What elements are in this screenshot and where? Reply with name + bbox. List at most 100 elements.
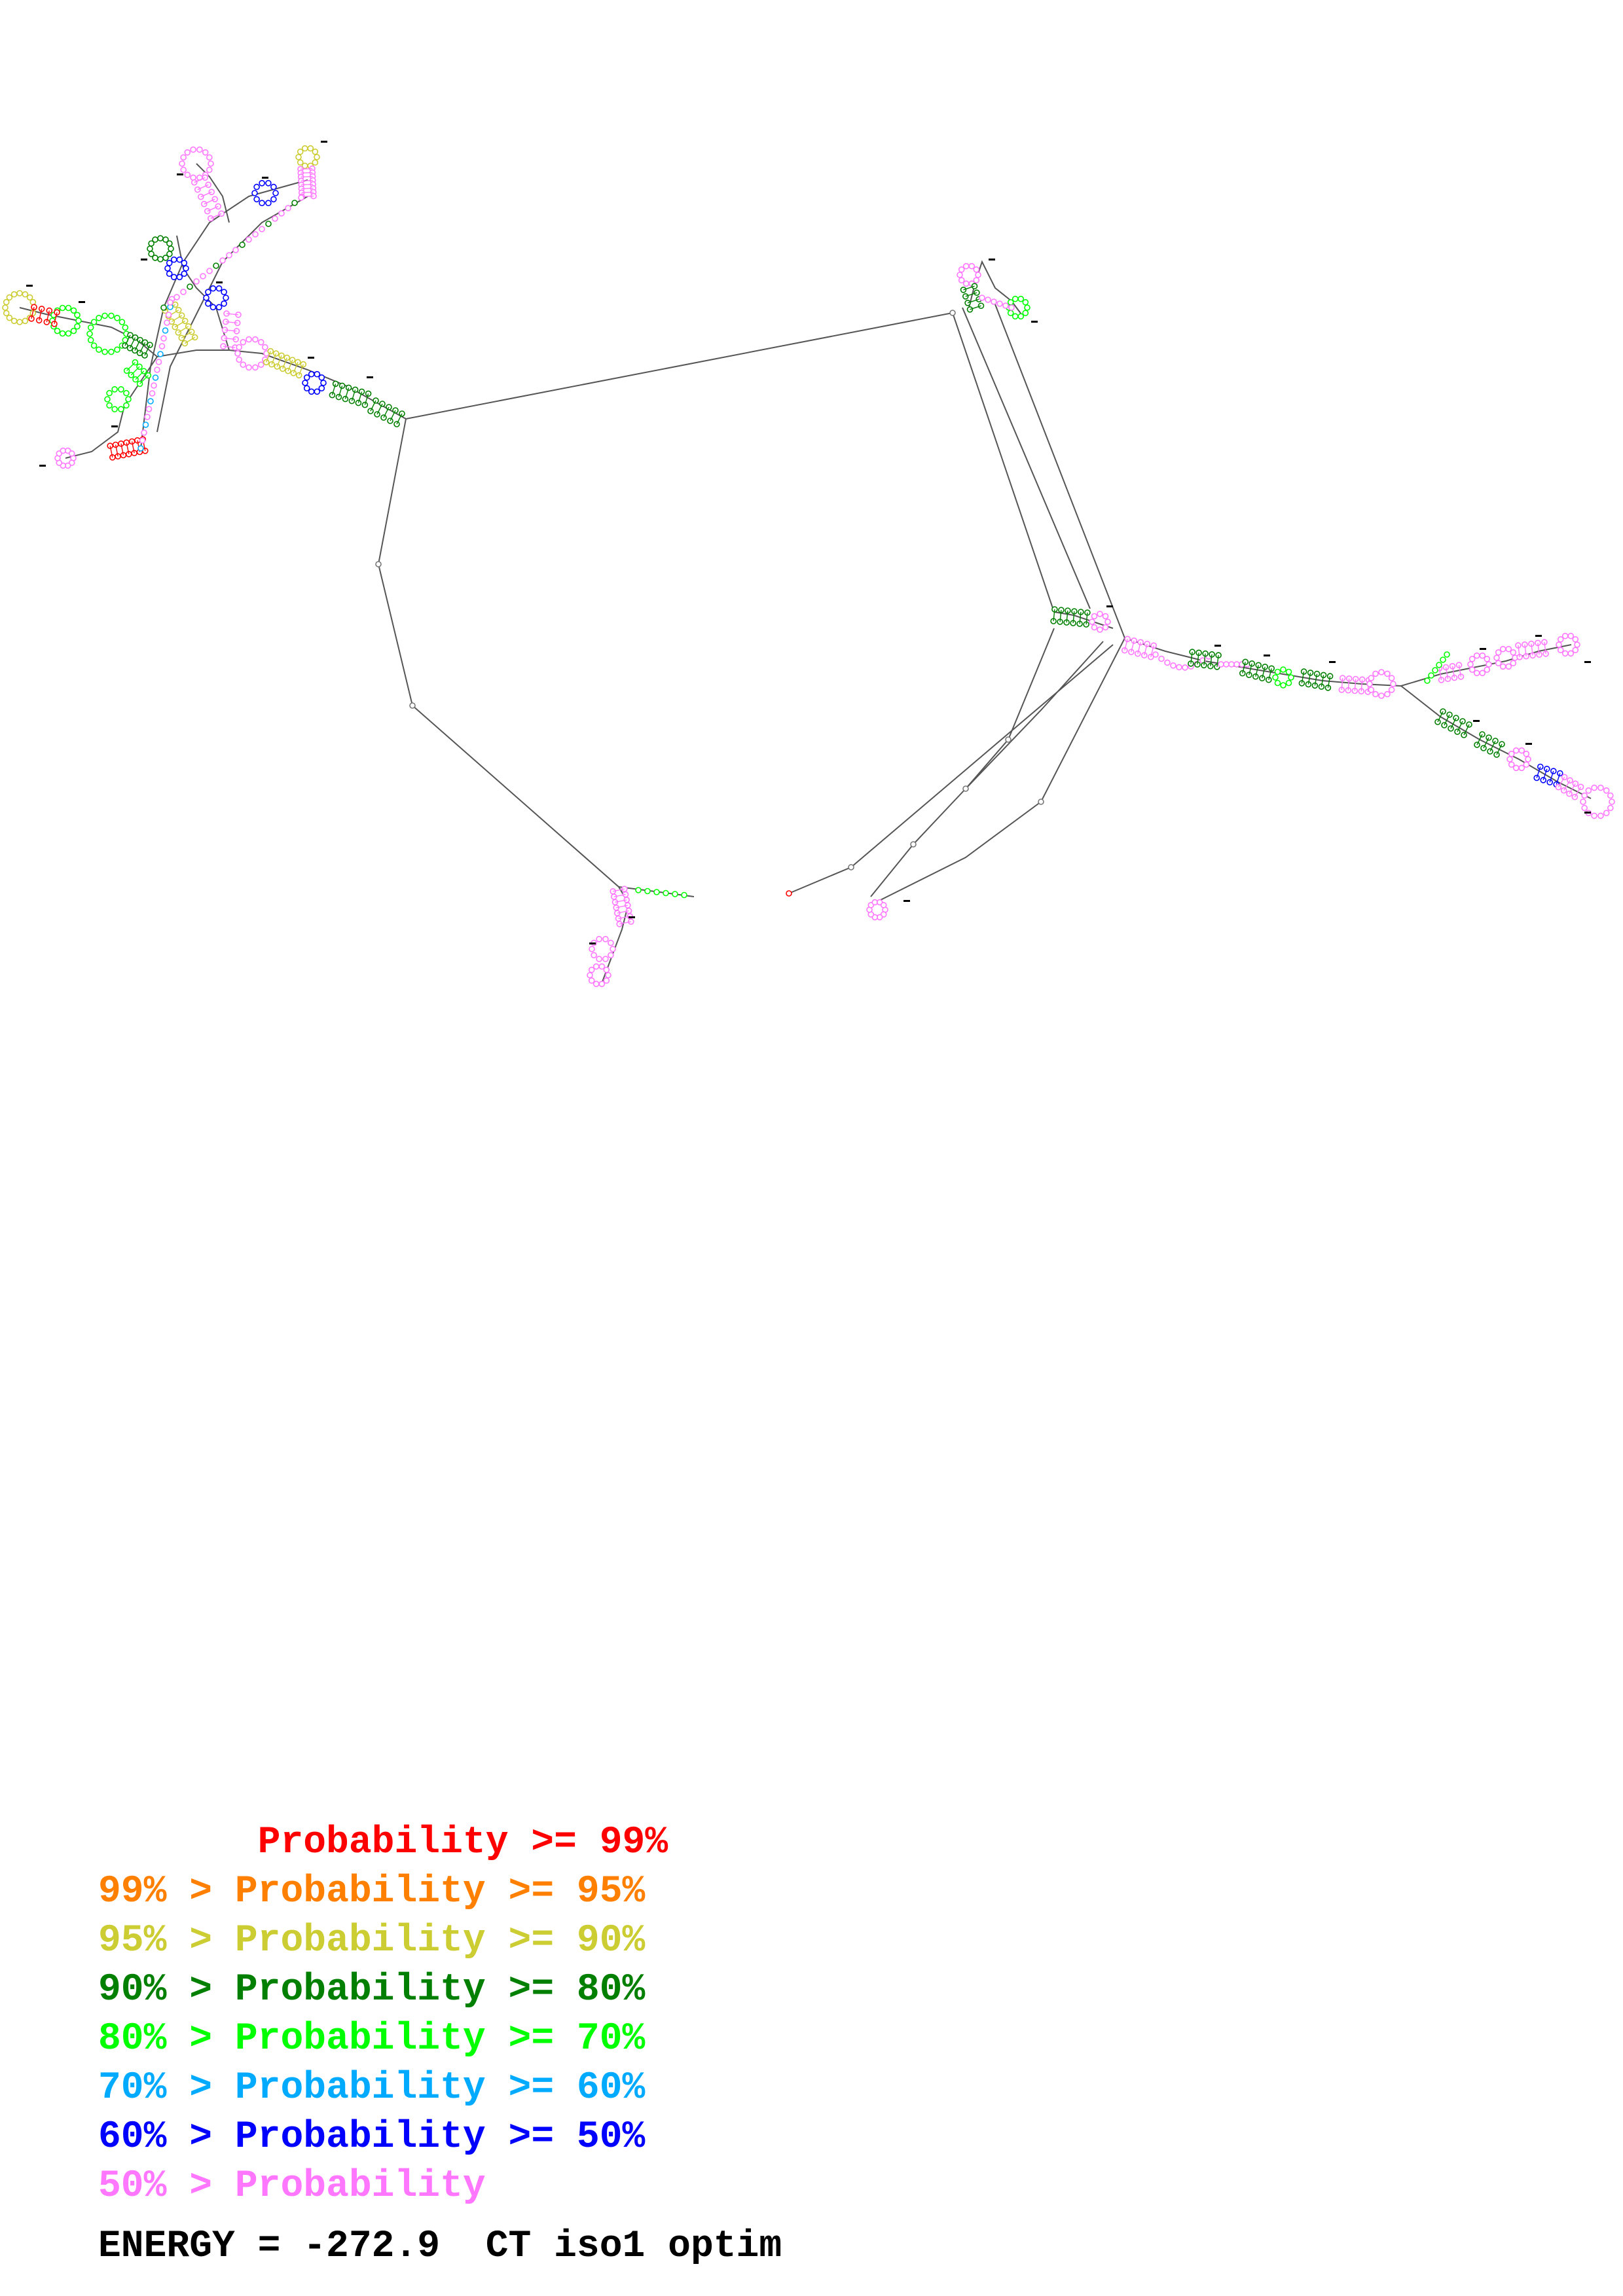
nucleotide-node: [1223, 661, 1230, 668]
base-pair: [144, 344, 151, 356]
nucleotide-node: [1102, 624, 1109, 631]
position-tick: [1214, 645, 1221, 647]
nucleotide-node: [3, 298, 10, 306]
nucleotide-node: [137, 445, 144, 452]
nucleotide-node: [297, 149, 304, 155]
legend-entry: 50% > Probability: [98, 2162, 486, 2211]
nucleotide-node: [265, 179, 272, 187]
nucleotide-node: [1486, 661, 1492, 668]
nucleotide-node: [1508, 761, 1515, 768]
nucleotide-node: [253, 183, 260, 190]
nucleotide-node: [1218, 661, 1224, 668]
nucleotide-node: [160, 335, 167, 342]
base-pair: [967, 298, 979, 304]
nucleotide-node: [259, 179, 265, 187]
base-pair: [1556, 773, 1561, 785]
connector-left-to-right: [405, 312, 953, 420]
connector-right-2: [962, 307, 1091, 609]
nucleotide-node: [973, 277, 980, 284]
nucleotide-node: [96, 346, 102, 353]
nucleotide-node: [22, 291, 29, 298]
nucleotide-node: [1158, 655, 1165, 662]
nucleotide-node: [118, 406, 124, 413]
rna-structure-diagram: [2, 141, 1615, 988]
nucleotide-node: [166, 251, 173, 257]
nucleotide-node: [314, 154, 320, 160]
nucleotide-node: [295, 154, 302, 160]
nucleotide-node: [610, 946, 616, 952]
legend-prefix: [98, 1821, 258, 1864]
base-pair: [276, 355, 282, 367]
nucleotide-node: [141, 429, 147, 436]
nucleotide-node: [301, 162, 308, 170]
nucleotide-node: [246, 364, 252, 371]
nucleotide-node: [1368, 675, 1375, 681]
position-tick: [111, 425, 118, 427]
legend-prefix: 95% >: [98, 1920, 235, 1962]
position-tick: [1525, 743, 1532, 745]
legend-prefix: 60% >: [98, 2116, 235, 2159]
legend-entry: 90% > Probability >= 80%: [98, 1965, 645, 2015]
position-tick: [1031, 321, 1038, 323]
base-pair: [1216, 655, 1219, 667]
nucleotide-node: [1484, 666, 1491, 673]
nucleotide-node: [170, 256, 177, 263]
nucleotide-node: [180, 154, 187, 161]
base-pair: [1131, 640, 1135, 653]
right-mid-stem: [1053, 611, 1114, 629]
base-pair: [131, 441, 135, 454]
nucleotide-node: [170, 274, 177, 281]
nucleotide-node: [1607, 792, 1614, 799]
base-pair: [1445, 667, 1449, 679]
nucleotide-node: [176, 256, 183, 263]
nucleotide-node: [1280, 666, 1286, 673]
position-tick: [989, 259, 995, 260]
nucleotide-node: [962, 262, 970, 270]
nucleotide-node: [270, 196, 277, 203]
position-tick: [39, 465, 46, 467]
legend-prefix: 90% >: [98, 1969, 235, 2011]
nucleotide-node: [147, 245, 153, 252]
nucleotide-node: [68, 450, 75, 457]
base-pair: [1085, 612, 1088, 625]
base-pair: [1549, 770, 1554, 783]
nucleotide-node: [1444, 651, 1450, 658]
nucleotide-node: [1603, 787, 1610, 794]
base-pair: [1314, 673, 1318, 686]
position-labels: [26, 141, 1591, 944]
nucleotide-node: [1285, 668, 1292, 675]
nucleotide-node: [59, 304, 66, 312]
base-pair: [54, 312, 58, 324]
nucleotide-node: [1580, 798, 1586, 805]
nucleotide-node: [1525, 756, 1531, 762]
nucleotide-node: [1390, 681, 1396, 687]
nucleotide-node: [587, 972, 593, 978]
nucleotide-node: [1272, 674, 1279, 681]
nucleotide-node: [152, 374, 159, 381]
nucleotide-node: [1017, 313, 1025, 320]
nucleotide-node: [1038, 798, 1044, 805]
base-pair: [1444, 714, 1450, 726]
nucleotide-node: [226, 252, 232, 259]
base-pair: [1262, 666, 1266, 679]
connector-right-1: [952, 312, 1055, 613]
nucleotide-node: [1378, 669, 1385, 675]
nucleotide-node: [1574, 641, 1580, 648]
nucleotide-node: [123, 389, 130, 397]
nucleotide-node: [1495, 649, 1502, 656]
legend-prefix: 99% >: [98, 1871, 235, 1913]
base-pair: [1268, 668, 1272, 680]
nucleotide-node: [219, 257, 226, 264]
legend-label: Probability: [234, 2165, 486, 2208]
base-pair: [1301, 671, 1305, 684]
nucleotide-node: [910, 841, 917, 848]
position-tick: [308, 357, 314, 359]
nucleotide-node: [246, 236, 252, 243]
nucleotide-node: [593, 980, 600, 988]
base-pair: [46, 310, 50, 323]
nucleotide-node: [1102, 613, 1109, 620]
base-pair: [223, 346, 236, 348]
nucleotide-node: [74, 323, 81, 330]
nucleotide-node: [1008, 304, 1015, 311]
nucleotide-node: [588, 967, 595, 973]
